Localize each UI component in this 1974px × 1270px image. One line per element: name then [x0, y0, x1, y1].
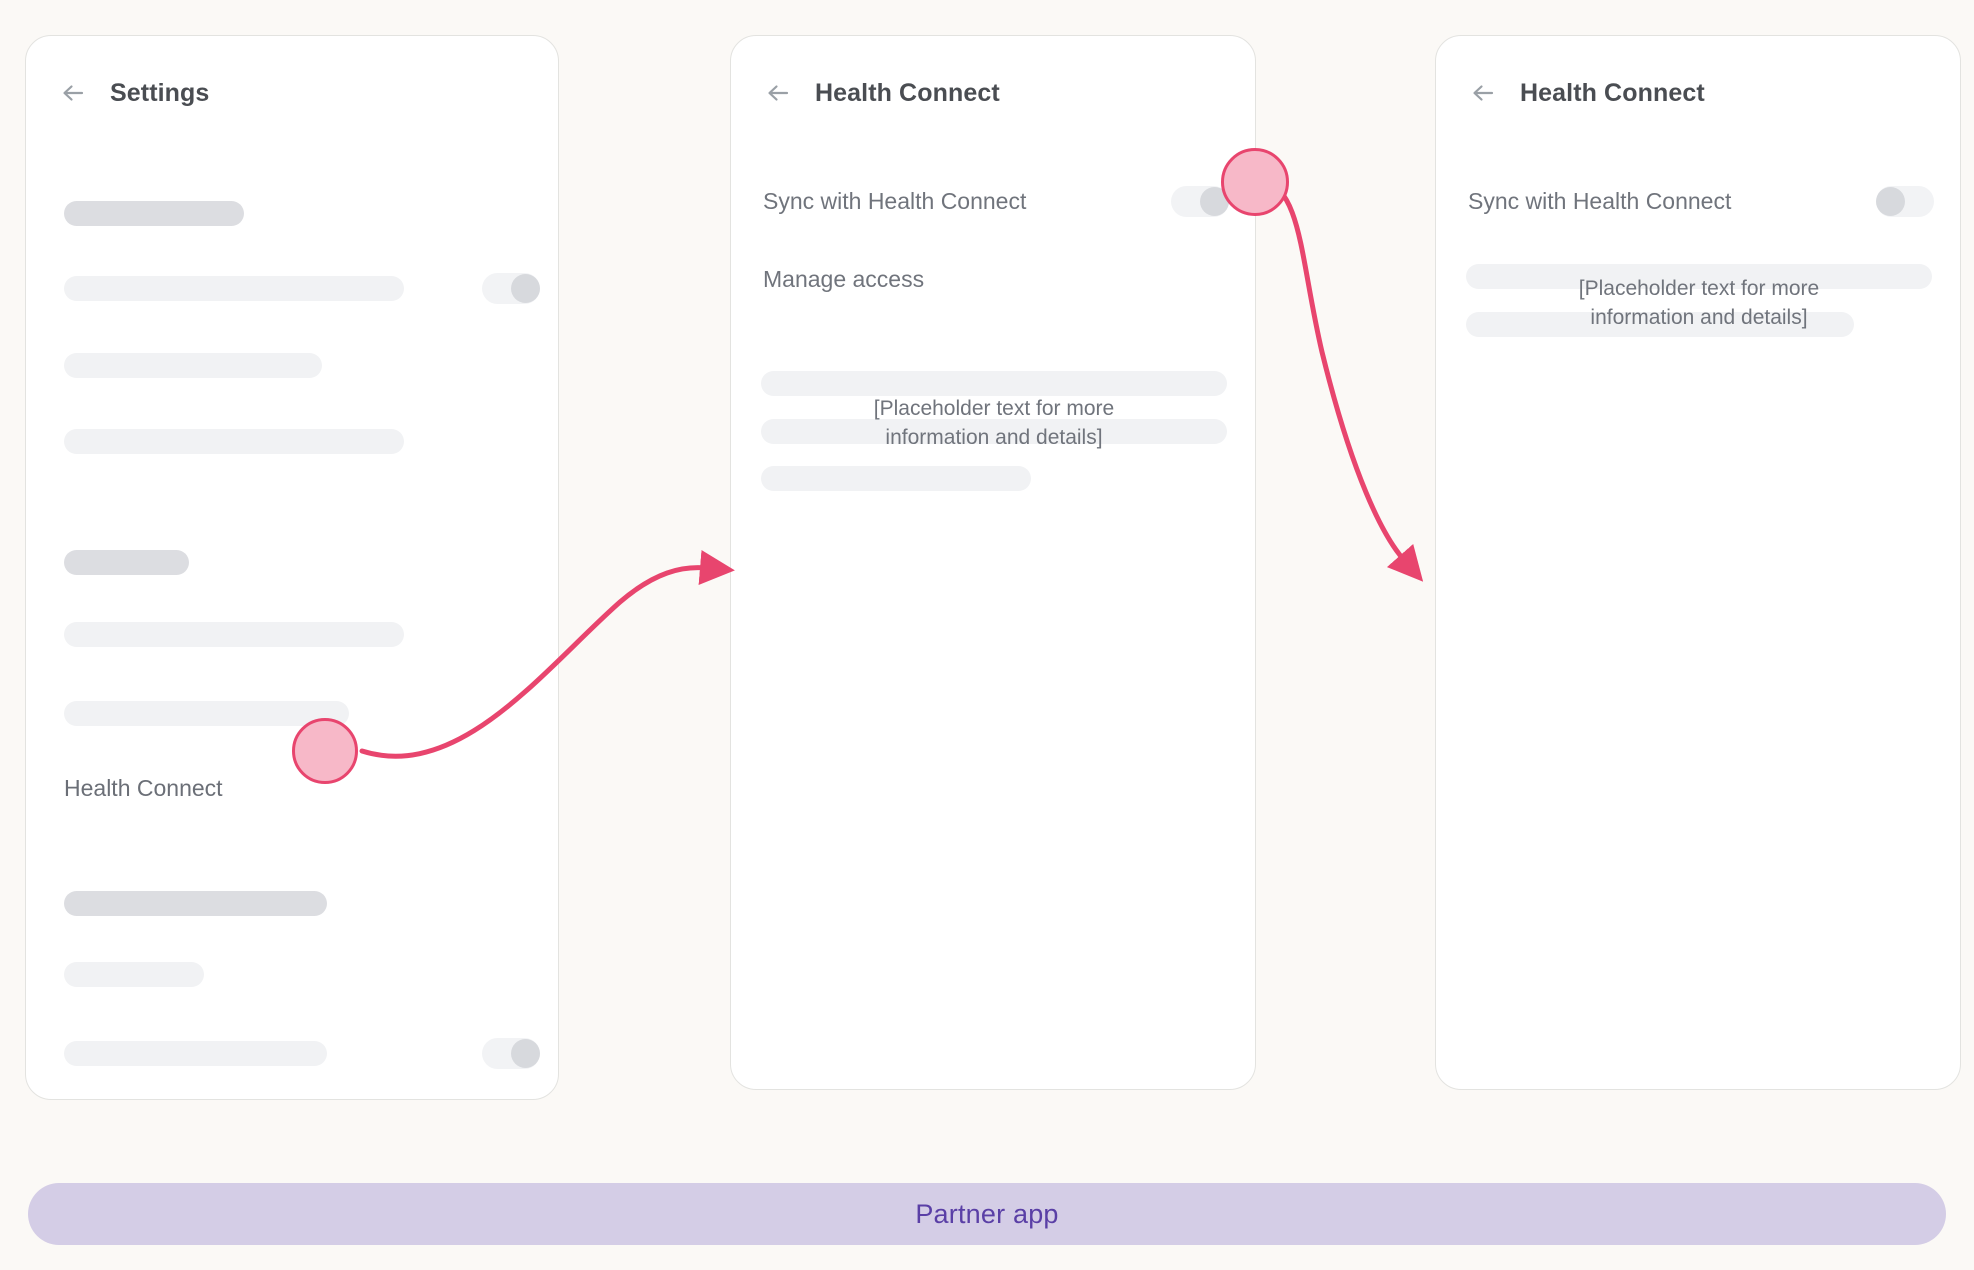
sync-with-health-connect-label: Sync with Health Connect	[1468, 188, 1732, 214]
partner-app-label: Partner app	[915, 1198, 1059, 1229]
skeleton-row	[1466, 264, 1932, 289]
skeleton-row	[64, 276, 404, 301]
page-title: Health Connect	[1520, 78, 1705, 107]
skeleton-row	[64, 1041, 327, 1066]
partner-app-band: Partner app	[28, 1183, 1946, 1245]
skeleton-row	[761, 419, 1227, 444]
arrow-left-icon[interactable]	[1468, 78, 1498, 108]
arrow-left-icon[interactable]	[763, 78, 793, 108]
skeleton-row	[761, 371, 1227, 396]
phone-panel-settings: Settings Health Connect	[25, 35, 559, 1100]
page-title: Settings	[110, 78, 210, 107]
skeleton-section-header	[64, 201, 244, 226]
phone-panel-health-connect-before: Health Connect Sync with Health Connect …	[730, 35, 1256, 1090]
skeleton-row	[761, 466, 1031, 491]
skeleton-row	[1466, 312, 1854, 337]
toggle-knob	[1876, 187, 1905, 216]
skeleton-row	[64, 962, 204, 987]
skeleton-row	[64, 353, 322, 378]
phone-panel-health-connect-after: Health Connect Sync with Health Connect …	[1435, 35, 1961, 1090]
arrow-left-icon[interactable]	[58, 78, 88, 108]
sidebar-item-health-connect[interactable]: Health Connect	[64, 775, 223, 801]
arrow-toggle-to-result	[1259, 177, 1424, 582]
hotspot-health-connect-row[interactable]	[292, 718, 358, 784]
page-title: Health Connect	[815, 78, 1000, 107]
appbar-health-connect: Health Connect	[731, 78, 1000, 108]
sync-with-health-connect-toggle[interactable]	[1171, 186, 1229, 217]
appbar-health-connect: Health Connect	[1436, 78, 1705, 108]
skeleton-row	[64, 429, 404, 454]
skeleton-section-header	[64, 550, 189, 575]
settings-toggle-1[interactable]	[482, 273, 540, 304]
appbar-settings: Settings	[26, 78, 209, 108]
placeholder-description: [Placeholder text for more information a…	[1578, 277, 1820, 329]
skeleton-row	[64, 622, 404, 647]
toggle-knob	[511, 274, 540, 303]
skeleton-section-header	[64, 891, 327, 916]
placeholder-description: [Placeholder text for more information a…	[873, 397, 1115, 449]
sync-with-health-connect-toggle[interactable]	[1876, 186, 1934, 217]
hotspot-sync-toggle[interactable]	[1221, 148, 1289, 216]
sync-with-health-connect-label: Sync with Health Connect	[763, 188, 1027, 214]
skeleton-row	[64, 701, 349, 726]
toggle-knob	[511, 1039, 540, 1068]
settings-toggle-2[interactable]	[482, 1038, 540, 1069]
manage-access-link[interactable]: Manage access	[763, 266, 925, 292]
